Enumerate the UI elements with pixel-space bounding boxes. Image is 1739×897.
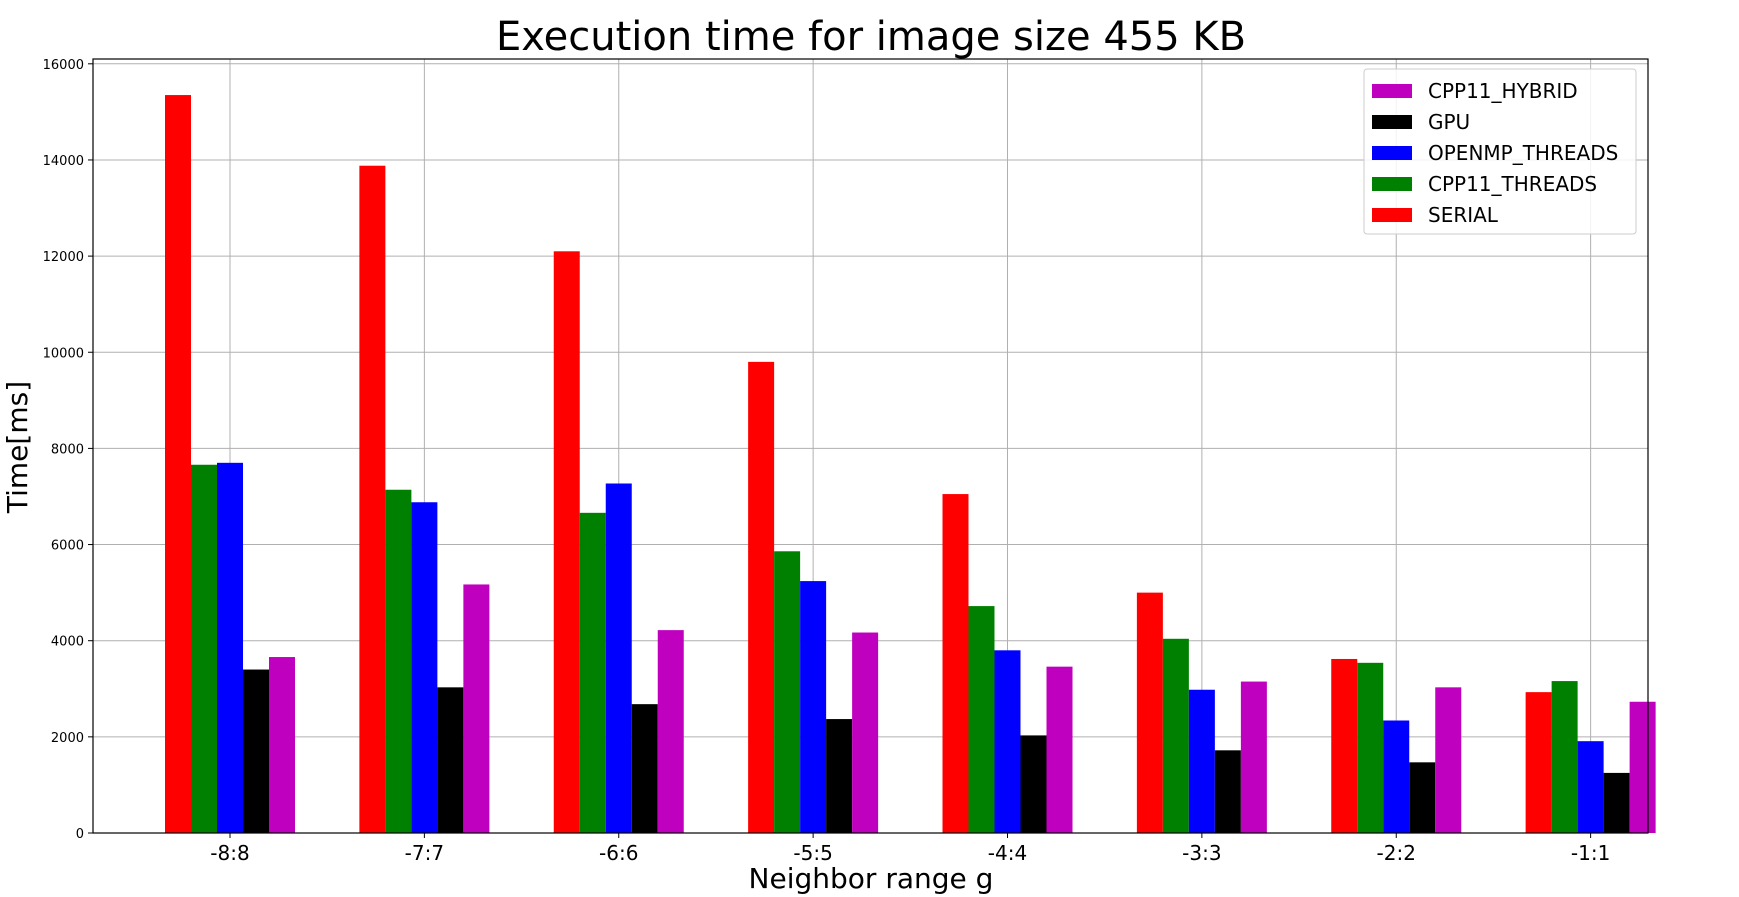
bar-cpp11-hybrid--1:1 [1629, 701, 1656, 833]
bar-openmp-threads--1:1 [1577, 741, 1604, 833]
bar-serial--7:7 [359, 165, 386, 833]
bar-gpu--4:4 [1020, 735, 1047, 833]
x-tick-label: -3:3 [1182, 841, 1221, 865]
legend-swatch [1372, 146, 1412, 160]
bar-cpp11-threads--5:5 [774, 551, 801, 833]
legend-label: SERIAL [1428, 203, 1499, 227]
bar-cpp11-threads--7:7 [385, 489, 412, 833]
bar-serial--5:5 [748, 361, 775, 833]
x-tick-label: -8:8 [210, 841, 249, 865]
y-tick-label: 14000 [43, 154, 84, 169]
x-tick-label: -6:6 [599, 841, 638, 865]
bar-cpp11-hybrid--7:7 [463, 584, 490, 833]
bar-cpp11-threads--2:2 [1357, 662, 1384, 833]
bar-cpp11-threads--3:3 [1162, 638, 1189, 833]
bar-openmp-threads--8:8 [217, 462, 243, 833]
x-tick-label: -1:1 [1571, 841, 1610, 865]
x-tick-label: -4:4 [988, 841, 1027, 865]
legend-label: GPU [1428, 110, 1470, 134]
y-tick-label: 10000 [43, 346, 84, 361]
y-tick-label: 2000 [51, 731, 84, 746]
bar-openmp-threads--4:4 [994, 650, 1021, 833]
bar-cpp11-hybrid--4:4 [1046, 666, 1073, 833]
legend-label: CPP11_HYBRID [1428, 79, 1578, 103]
x-axis-ticks: -8:8 -7:7 -6:6 -5:5 -4:4 -3:3 -2:2 -1:1 [210, 833, 1610, 865]
legend-swatch [1372, 84, 1412, 98]
legend-label: OPENMP_THREADS [1428, 141, 1618, 165]
y-axis-label: Time[ms] [1, 381, 34, 514]
y-tick-label: 12000 [43, 250, 84, 265]
x-axis-label: Neighbor range g [749, 862, 994, 895]
y-axis-ticks: 0 2000 4000 6000 8000 10000 12000 14000 16000 [43, 58, 93, 842]
y-tick-label: 6000 [51, 539, 84, 554]
bar-cpp11-threads--6:6 [579, 512, 606, 833]
legend: CPP11_HYBRID GPU OPENMP_THREADS CPP11_THREA… [1363, 68, 1637, 235]
x-tick-label: -2:2 [1377, 841, 1416, 865]
bar-serial--4:4 [942, 494, 969, 833]
plot-frame [92, 58, 1649, 834]
bar-serial--1:1 [1525, 692, 1552, 833]
bar-serial--2:2 [1331, 658, 1358, 833]
bar-cpp11-hybrid--5:5 [852, 632, 879, 833]
bar-cpp11-hybrid--3:3 [1240, 681, 1267, 833]
bar-openmp-threads--6:6 [605, 483, 632, 833]
bar-gpu--5:5 [826, 719, 853, 833]
bar-cpp11-threads--1:1 [1551, 681, 1578, 833]
bar-openmp-threads--2:2 [1383, 720, 1410, 833]
bar-serial--6:6 [553, 251, 580, 833]
bar-gpu--8:8 [243, 669, 269, 833]
bar-cpp11-hybrid--8:8 [269, 657, 295, 833]
legend-label: CPP11_THREADS [1428, 172, 1597, 196]
bar-openmp-threads--3:3 [1188, 689, 1215, 833]
x-tick-label: -7:7 [405, 841, 444, 865]
bar-gpu--6:6 [631, 704, 658, 833]
bar-cpp11-threads--8:8 [191, 464, 217, 833]
y-tick-label: 0 [76, 827, 84, 842]
chart-title: Execution time for image size 455 KB [496, 14, 1246, 60]
legend-swatch [1372, 208, 1412, 222]
bar-gpu--2:2 [1409, 762, 1436, 833]
bar-gpu--1:1 [1603, 772, 1630, 833]
y-tick-label: 8000 [51, 442, 84, 457]
legend-swatch [1372, 177, 1412, 191]
bar-cpp11-hybrid--6:6 [657, 630, 684, 833]
bar-serial--8:8 [165, 95, 191, 833]
bar-gpu--7:7 [437, 687, 464, 833]
bars [165, 95, 1656, 833]
bar-serial--3:3 [1136, 592, 1163, 833]
y-tick-label: 4000 [51, 635, 84, 650]
legend-box [1363, 68, 1637, 235]
bar-openmp-threads--7:7 [411, 502, 438, 833]
y-tick-label: 16000 [43, 58, 84, 73]
bar-cpp11-threads--4:4 [968, 606, 995, 833]
legend-swatch [1372, 115, 1412, 129]
bar-gpu--3:3 [1214, 750, 1241, 833]
bar-cpp11-hybrid--2:2 [1435, 687, 1462, 833]
bar-openmp-threads--5:5 [800, 581, 827, 833]
x-tick-label: -5:5 [793, 841, 832, 865]
